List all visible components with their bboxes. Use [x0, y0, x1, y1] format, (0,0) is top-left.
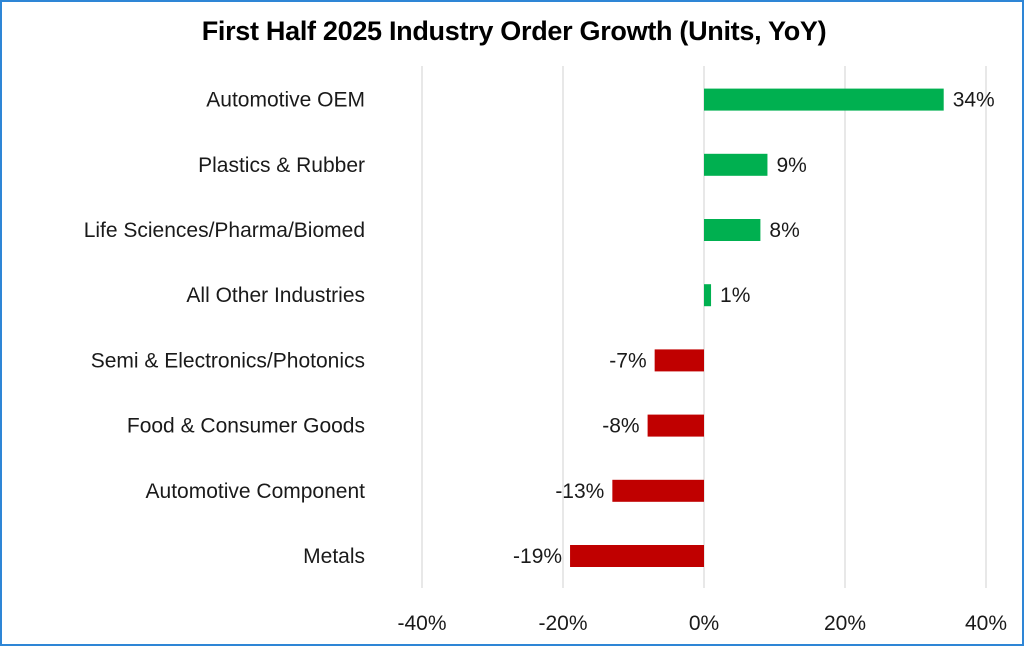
- x-tick-label: -20%: [538, 612, 587, 635]
- data-label: 8%: [769, 219, 799, 242]
- bar: [570, 545, 704, 567]
- bar-chart: Automotive OEM Plastics & Rubber Life Scie…: [0, 0, 1024, 646]
- bars: [570, 89, 944, 567]
- x-axis-tick-labels: -40% -20% 0% 20% 40%: [397, 612, 1007, 635]
- data-label: -7%: [609, 349, 646, 372]
- data-label: -8%: [602, 415, 639, 438]
- category-label: All Other Industries: [186, 284, 365, 307]
- data-label: 1%: [720, 284, 750, 307]
- x-tick-label: 0%: [689, 612, 719, 635]
- category-label: Plastics & Rubber: [198, 154, 365, 177]
- x-tick-label: -40%: [397, 612, 446, 635]
- data-label: 34%: [953, 89, 995, 112]
- x-tick-label: 20%: [824, 612, 866, 635]
- category-label: Life Sciences/Pharma/Biomed: [84, 219, 365, 242]
- bar: [655, 349, 704, 371]
- bar: [648, 415, 704, 437]
- data-label: -19%: [513, 545, 562, 568]
- data-label: -13%: [555, 480, 604, 503]
- category-label: Semi & Electronics/Photonics: [91, 349, 365, 372]
- category-label: Food & Consumer Goods: [127, 415, 365, 438]
- bar: [612, 480, 704, 502]
- gridlines: [422, 66, 986, 588]
- bar: [704, 89, 944, 111]
- bar: [704, 154, 767, 176]
- data-label: 9%: [776, 154, 806, 177]
- category-label: Metals: [303, 545, 365, 568]
- category-label: Automotive Component: [146, 480, 366, 503]
- bar: [704, 284, 711, 306]
- bar: [704, 219, 760, 241]
- x-tick-label: 40%: [965, 612, 1007, 635]
- category-label: Automotive OEM: [206, 89, 365, 112]
- category-labels: Automotive OEM Plastics & Rubber Life Scie…: [84, 89, 365, 568]
